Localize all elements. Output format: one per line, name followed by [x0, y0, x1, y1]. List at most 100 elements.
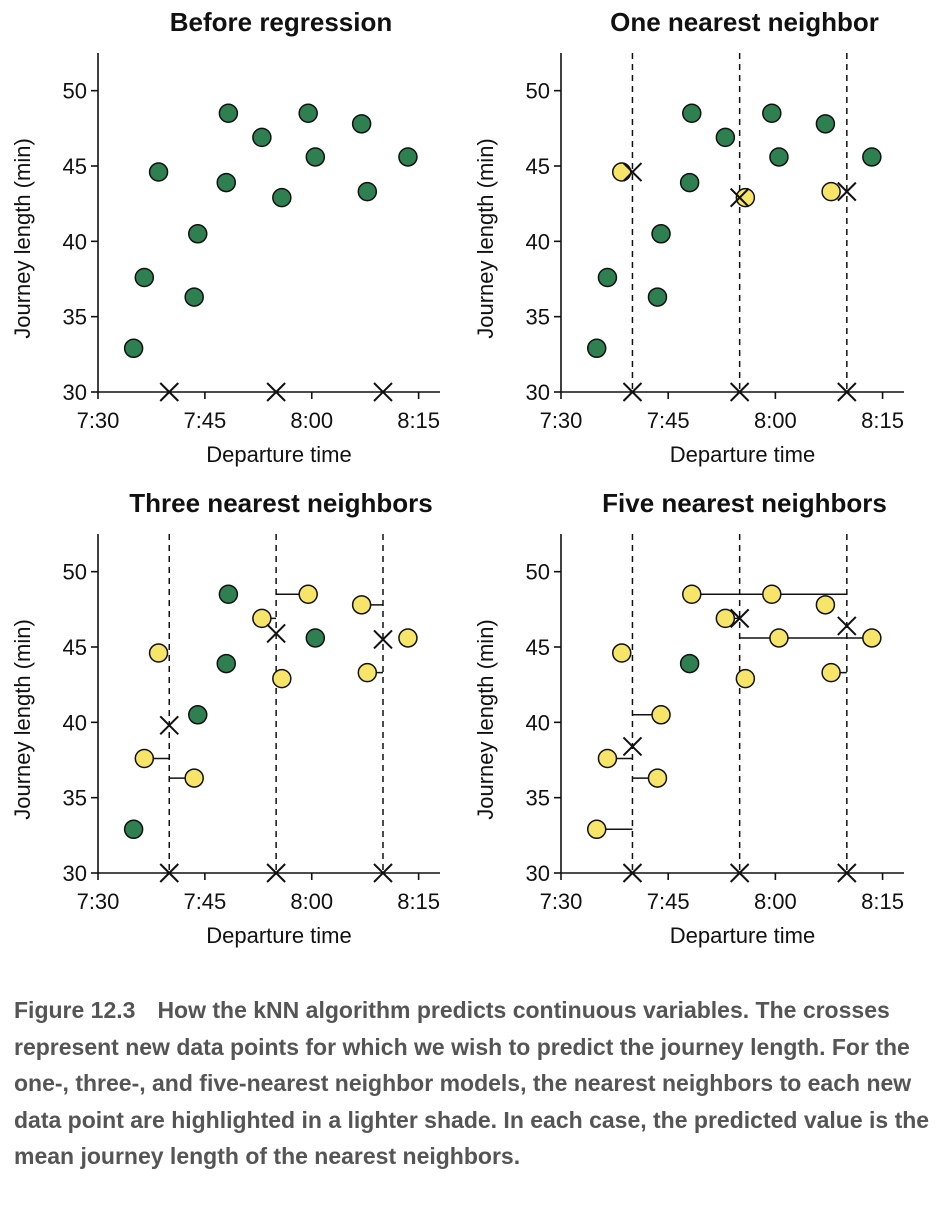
prediction-cross [373, 629, 393, 650]
new-point-cross [266, 863, 286, 883]
neighbor-point [821, 181, 841, 202]
prediction-cross [622, 736, 643, 757]
knn-regression-figure: Before regression 30 35 40 45 50 7:30 7:45 8:00 8… [10, 7, 904, 948]
training-point [188, 224, 208, 244]
new-point-cross [373, 382, 393, 402]
new-point-cross [622, 863, 643, 883]
neighbor-point [586, 819, 607, 840]
new-point-cross [373, 863, 393, 883]
training-point [679, 653, 700, 674]
training-point [398, 147, 418, 167]
y-tick-label: 50 [526, 79, 550, 104]
cross-stroke [373, 382, 393, 402]
x-tick-label: 8:15 [861, 889, 904, 914]
x-tick-label: 8:15 [861, 408, 904, 433]
y-tick-label: 45 [526, 635, 550, 660]
training-point [597, 267, 618, 288]
x-tick-label: 7:45 [647, 408, 690, 433]
x-tick-label: 7:45 [183, 889, 226, 914]
x-tick-label: 7:30 [77, 889, 120, 914]
x-tick-label: 7:30 [77, 408, 120, 433]
new-point-cross [837, 863, 857, 883]
neighbor-point [597, 748, 618, 769]
training-point [298, 103, 318, 124]
cross-stroke [266, 623, 286, 644]
training-point [862, 147, 882, 167]
neighbor-point [611, 162, 632, 182]
training-point [123, 819, 144, 840]
x-tick-label: 8:00 [754, 408, 797, 433]
new-point-cross [622, 382, 643, 402]
y-axis-label: Journey length (min) [473, 619, 498, 820]
new-point-cross [837, 382, 857, 402]
panel-title: One nearest neighbor [610, 7, 879, 37]
y-tick-label: 40 [63, 710, 87, 735]
neighbor-point [762, 584, 782, 605]
x-tick-label: 8:00 [290, 408, 333, 433]
neighbor-point [252, 608, 272, 629]
x-axis-label: Departure time [670, 923, 816, 948]
neighbor-point [298, 584, 318, 605]
neighbor-point [735, 187, 756, 208]
training-point [123, 338, 144, 359]
training-point [586, 338, 607, 359]
cross-stroke [266, 863, 286, 883]
neighbor-point [651, 705, 671, 725]
figure-label: Figure 12.3 [14, 997, 136, 1023]
y-tick-label: 40 [526, 710, 550, 735]
cross-stroke [373, 863, 393, 883]
neighbor-point [682, 584, 702, 605]
training-point [305, 147, 326, 167]
neighbor-point [357, 662, 378, 683]
figure-caption: Figure 12.3 How the kNN algorithm predict… [14, 992, 932, 1175]
training-point [715, 127, 736, 148]
training-point [188, 705, 208, 725]
y-tick-label: 45 [526, 154, 550, 179]
training-point [762, 103, 782, 124]
panel-before-regression: Before regression 30 35 40 45 50 7:30 7:45 8:00 8… [10, 7, 440, 467]
training-point [351, 114, 372, 134]
x-tick-label: 7:45 [647, 889, 690, 914]
panel-three-nearest-neighbors: Three nearest neighbors 30 35 40 45 50 7:30 7:4… [10, 488, 440, 948]
neighbor-point [611, 643, 632, 663]
panel-one-nearest-neighbor: One nearest neighbor 30 35 40 45 50 7:30 7:45 8:… [473, 7, 904, 467]
prediction-cross [837, 181, 857, 202]
neighbor-point [715, 608, 736, 629]
x-axis-label: Departure time [206, 442, 352, 467]
training-point [216, 653, 236, 674]
y-tick-label: 40 [526, 229, 550, 254]
prediction-cross [729, 187, 750, 208]
prediction-cross [159, 715, 179, 736]
cross-stroke [159, 382, 179, 402]
training-point [252, 127, 272, 148]
x-axis-label: Departure time [670, 442, 816, 467]
cross-stroke [373, 629, 393, 650]
y-axis-label: Journey length (min) [10, 619, 35, 820]
cross-stroke [622, 382, 643, 402]
training-point [651, 224, 671, 244]
cross-stroke [837, 863, 857, 883]
caption-text: How the kNN algorithm predicts continuou… [14, 997, 930, 1169]
new-point-cross [729, 382, 750, 402]
y-tick-label: 50 [63, 79, 87, 104]
new-point-cross [159, 382, 179, 402]
y-tick-label: 30 [526, 861, 550, 886]
cross-stroke [729, 187, 750, 208]
training-point [679, 172, 700, 193]
neighbor-point [184, 768, 204, 788]
x-tick-label: 7:45 [183, 408, 226, 433]
cross-stroke [837, 616, 857, 636]
y-tick-label: 50 [63, 560, 87, 585]
neighbor-point [134, 748, 155, 769]
cross-stroke [837, 382, 857, 402]
x-tick-label: 8:15 [397, 889, 440, 914]
y-axis-label: Journey length (min) [10, 138, 35, 339]
cross-stroke [159, 863, 179, 883]
y-axis-label: Journey length (min) [473, 138, 498, 339]
neighbor-point [647, 768, 668, 788]
training-point [272, 187, 292, 208]
training-point [184, 287, 204, 307]
new-point-cross [266, 382, 286, 402]
y-tick-label: 45 [63, 154, 87, 179]
y-tick-label: 35 [526, 305, 550, 330]
